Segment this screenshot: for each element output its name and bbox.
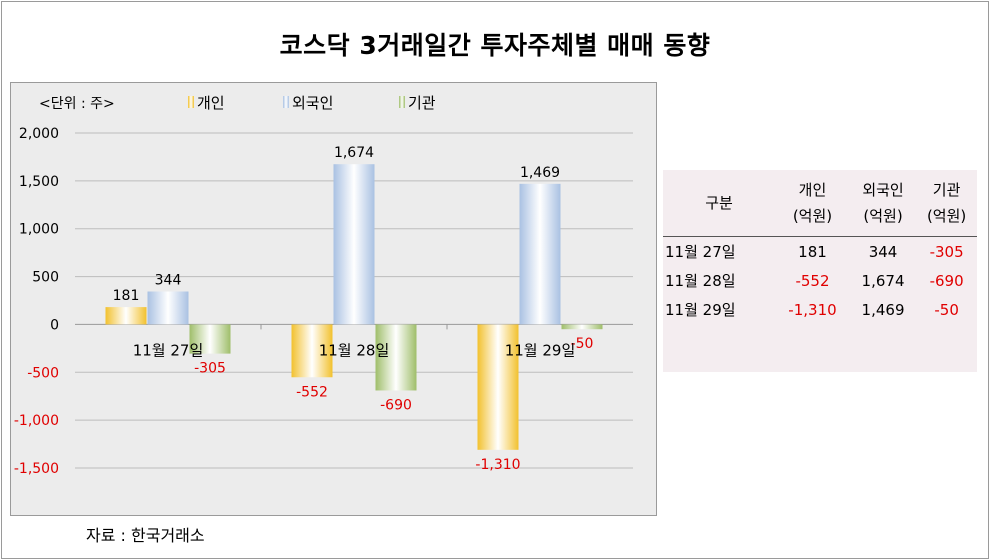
- cell-individual: -1,310: [788, 300, 837, 319]
- bar-institution: [561, 324, 603, 330]
- data-label: -1,310: [475, 457, 520, 473]
- data-label: -552: [296, 384, 328, 400]
- y-tick-label: -500: [27, 365, 59, 381]
- table-row: 11월 29일 -1,310 1,469 -50: [663, 295, 977, 324]
- summary-table-panel: 구분 개인 (억원) 외국인 (억원) 기관 (억원) 11월 27일 181 344…: [663, 170, 977, 372]
- cell-foreign: 1,469: [861, 300, 905, 319]
- bar-individual: [291, 324, 333, 378]
- row-date: 11월 27일: [665, 243, 736, 261]
- header-individual-unit: (억원): [792, 207, 833, 225]
- legend-label: 외국인: [292, 94, 333, 112]
- table-row: 11월 27일 181 344 -305: [663, 237, 977, 267]
- data-label: 1,469: [520, 165, 560, 181]
- header-category-label: 구분: [705, 194, 733, 212]
- header-individual-label: 개인: [798, 181, 827, 199]
- bar-institution: [189, 324, 231, 354]
- y-tick-label: 0: [50, 317, 59, 333]
- legend-label: 기관: [408, 94, 436, 112]
- data-label: 1,674: [334, 145, 374, 161]
- legend-swatch: [283, 96, 289, 108]
- y-tick-label: -1,500: [14, 461, 59, 477]
- header-individual: 개인 (억원): [775, 170, 850, 237]
- bar-foreign: [333, 164, 375, 325]
- header-institution-unit: (억원): [926, 207, 967, 225]
- legend-swatch: [188, 96, 194, 108]
- cell-institution: -690: [929, 271, 964, 290]
- y-tick-label: 2,000: [19, 126, 59, 142]
- bar-individual: [105, 307, 147, 325]
- data-label: -690: [380, 397, 412, 413]
- header-foreign-label: 외국인: [862, 181, 904, 199]
- legend-label: 개인: [197, 94, 225, 112]
- header-foreign-unit: (억원): [863, 207, 903, 225]
- header-foreign: 외국인 (억원): [849, 170, 917, 237]
- chart-area: 2,000 1,500 1,000 500 0 -500 -1,000 -1,500 181 34…: [10, 82, 657, 516]
- header-institution-label: 기관: [932, 181, 961, 199]
- cell-foreign: 1,674: [861, 271, 905, 290]
- page-title: 코스닥 3거래일간 투자주체별 매매 동향: [279, 31, 711, 60]
- category-label: 11월 29일: [505, 341, 576, 359]
- header-institution: 기관 (억원): [916, 170, 977, 237]
- row-date: 11월 28일: [665, 272, 736, 290]
- bar-chart: 2,000 1,500 1,000 500 0 -500 -1,000 -1,500 181 34…: [14, 94, 633, 477]
- data-label: 181: [113, 288, 140, 304]
- bar-foreign: [519, 183, 561, 325]
- cell-individual: -552: [795, 271, 830, 290]
- cell-institution: -305: [929, 242, 964, 261]
- y-tick-label: 1,000: [19, 222, 59, 238]
- bar-foreign: [147, 291, 189, 325]
- cell-foreign: 344: [868, 242, 898, 261]
- legend-swatch: [399, 96, 405, 108]
- unit-label: <단위 : 주>: [39, 96, 115, 112]
- data-label: -50: [571, 336, 594, 352]
- source-note: 자료 : 한국거래소: [86, 526, 205, 545]
- bar-individual: [477, 324, 519, 450]
- table-row: 11월 28일 -552 1,674 -690: [663, 266, 977, 295]
- data-label: -305: [194, 361, 226, 377]
- y-tick-label: 500: [32, 270, 59, 286]
- category-label: 11월 28일: [319, 341, 390, 359]
- summary-table: 구분 개인 (억원) 외국인 (억원) 기관 (억원) 11월 27일 181 344…: [663, 170, 977, 324]
- data-label: 344: [155, 273, 182, 289]
- row-date: 11월 29일: [665, 301, 736, 319]
- bar-institution: [375, 324, 417, 391]
- table-header-row: 구분 개인 (억원) 외국인 (억원) 기관 (억원): [663, 170, 977, 237]
- cell-individual: 181: [798, 242, 827, 261]
- y-tick-label: -1,000: [14, 413, 59, 429]
- cell-institution: -50: [934, 300, 959, 319]
- header-category: 구분: [663, 170, 776, 237]
- y-tick-label: 1,500: [19, 174, 59, 190]
- category-label: 11월 27일: [133, 341, 204, 359]
